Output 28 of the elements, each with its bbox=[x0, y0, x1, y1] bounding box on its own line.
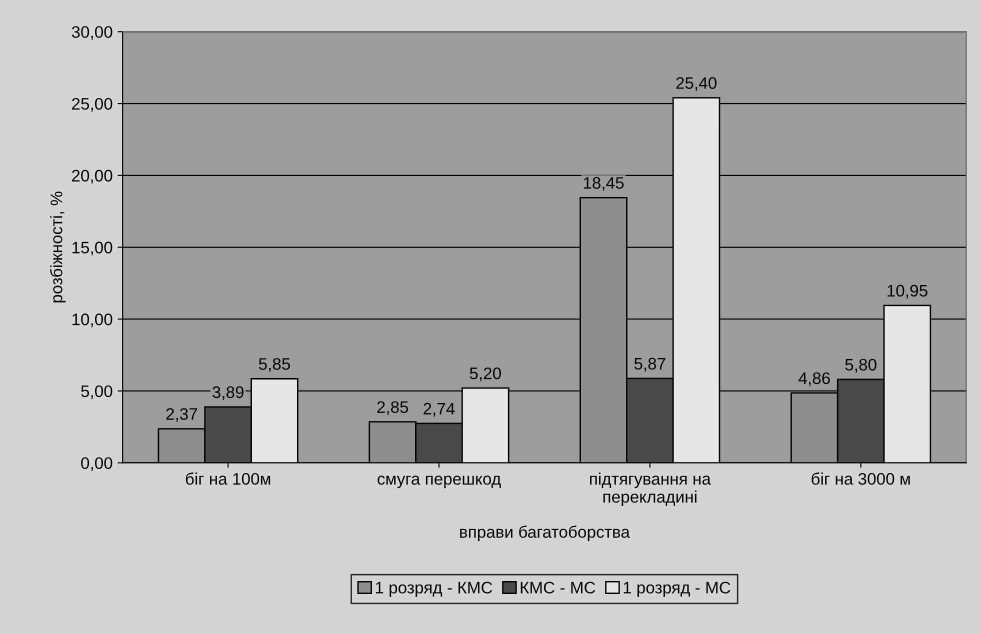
data-label: 18,45 bbox=[584, 177, 624, 191]
x-tick-label: біг на 100м bbox=[186, 472, 270, 485]
data-label: 2,85 bbox=[377, 401, 408, 415]
x-tick-label: біг на 3000 м bbox=[812, 472, 910, 485]
legend-label: КМС - МС bbox=[520, 582, 596, 594]
x-axis-title: вправи багатоборства bbox=[460, 525, 630, 542]
x-tick-label: підтягування на перекладині bbox=[590, 472, 711, 506]
legend-label: 1 розряд - КМС bbox=[376, 582, 492, 597]
y-tick-label: 30,00 bbox=[72, 26, 112, 40]
y-axis-title: розбіжності, % bbox=[50, 192, 66, 302]
data-label: 25,40 bbox=[676, 77, 717, 91]
x-tick-label: смуга перешкод bbox=[378, 476, 501, 488]
y-tick-label: 0,00 bbox=[81, 457, 112, 471]
data-label: 3,89 bbox=[212, 386, 244, 400]
legend-label: 1 розряд - МС bbox=[624, 582, 730, 597]
data-label: 5,85 bbox=[258, 358, 290, 372]
y-tick-label: 10,00 bbox=[72, 314, 112, 328]
data-label: 5,80 bbox=[845, 358, 876, 373]
data-label: 5,20 bbox=[470, 367, 501, 382]
y-tick-label: 25,00 bbox=[72, 98, 112, 112]
data-label: 2,37 bbox=[166, 408, 198, 422]
y-tick-label: 20,00 bbox=[72, 170, 112, 184]
data-label: 2,74 bbox=[424, 402, 455, 417]
data-label: 10,95 bbox=[888, 284, 928, 299]
y-tick-label: 15,00 bbox=[72, 242, 112, 256]
data-label: 5,87 bbox=[634, 358, 666, 372]
data-label: 4,86 bbox=[798, 372, 830, 386]
y-tick-label: 5,00 bbox=[81, 385, 112, 400]
